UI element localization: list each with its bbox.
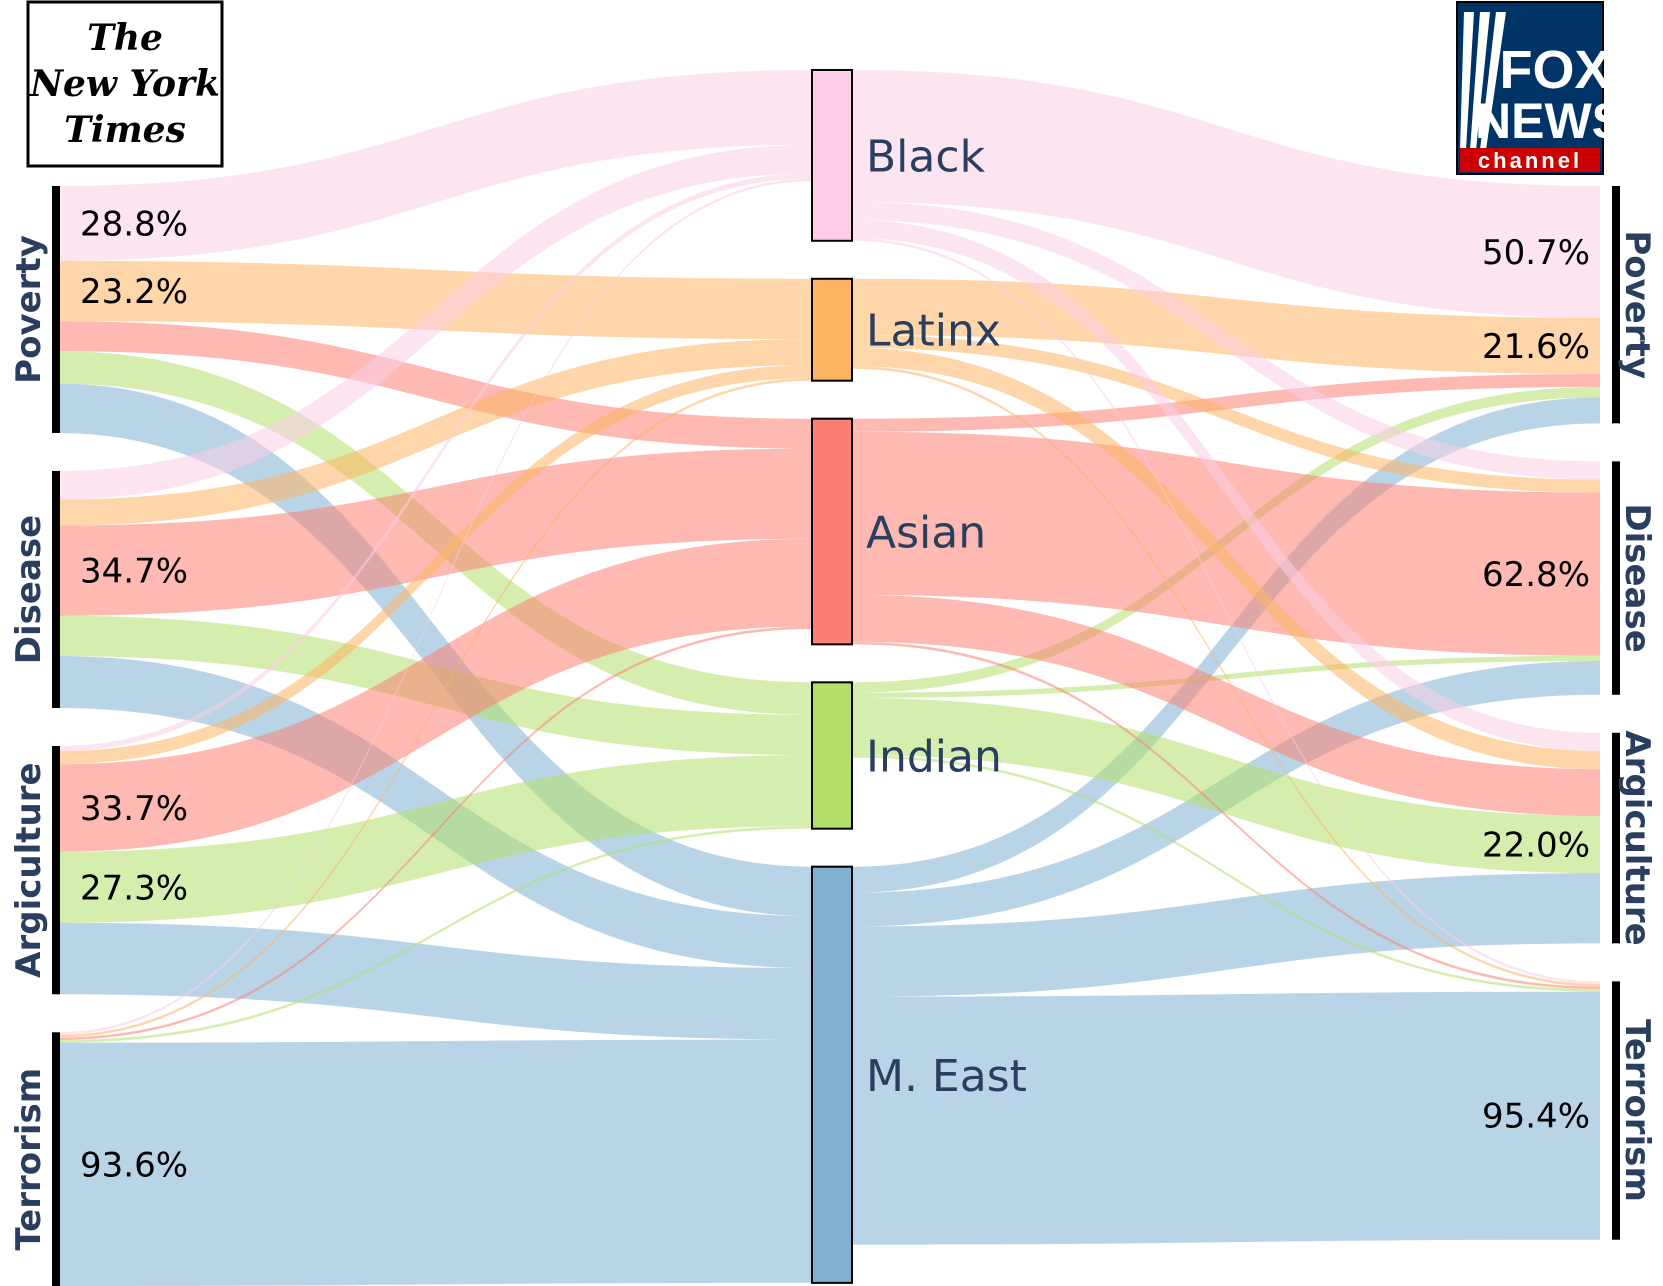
right-topic-label-argiculture: Argiculture xyxy=(1617,730,1657,945)
fox-stripe xyxy=(1460,12,1474,150)
left-pct-disease-asian: 34.7% xyxy=(80,552,188,592)
left-bar-poverty xyxy=(52,186,60,433)
right-pct-poverty-latinx: 21.6% xyxy=(1482,327,1590,367)
left-bar-terrorism xyxy=(52,1032,60,1286)
node-asian xyxy=(811,417,853,646)
topic-bars xyxy=(52,186,1620,1286)
link-left-terrorism-asian xyxy=(57,626,812,1041)
right-pct-poverty-black: 50.7% xyxy=(1482,233,1590,273)
right-links xyxy=(852,70,1600,1245)
link-left-argiculture-latinx xyxy=(57,365,812,765)
node-label-asian: Asian xyxy=(866,508,986,559)
node-label-indian: Indian xyxy=(866,732,1002,783)
link-left-disease-asian xyxy=(57,448,812,616)
link-right-terrorism-latinx xyxy=(852,366,1600,987)
link-right-poverty-m-east xyxy=(852,397,1600,893)
fox-logo: FOX NEWS channel xyxy=(1456,1,1625,175)
left-pct-poverty-latinx: 23.2% xyxy=(80,272,188,312)
group-nodes xyxy=(811,69,853,1284)
fox-stripe xyxy=(1480,12,1506,150)
node-m-east xyxy=(811,865,853,1284)
link-right-argiculture-black xyxy=(852,219,1600,751)
nyt-logo: The New York Times xyxy=(26,0,224,168)
right-bar-disease xyxy=(1612,461,1620,695)
left-topic-label-disease: Disease xyxy=(9,515,49,664)
link-right-disease-latinx xyxy=(852,334,1600,493)
left-pct-terrorism-m-east: 93.6% xyxy=(80,1145,188,1185)
link-left-terrorism-m-east xyxy=(57,1039,812,1286)
right-topic-label-disease: Disease xyxy=(1617,503,1657,652)
link-left-terrorism-latinx xyxy=(57,378,812,1038)
left-pct-argiculture-asian: 33.7% xyxy=(80,789,188,829)
nyt-logo-line2: New York xyxy=(29,63,220,105)
node-black xyxy=(811,69,853,242)
right-bar-terrorism xyxy=(1612,981,1620,1240)
fox-logo-line2: NEWS xyxy=(1475,93,1625,149)
link-right-poverty-asian xyxy=(852,373,1600,432)
link-left-argiculture-indian xyxy=(57,755,812,923)
link-left-argiculture-black xyxy=(57,173,812,752)
nyt-logo-line1: The xyxy=(87,17,163,59)
fox-logo-line1: FOX xyxy=(1499,40,1610,100)
link-left-disease-black xyxy=(57,144,812,500)
fox-logo-line3: channel xyxy=(1478,148,1582,173)
left-pct-poverty-black: 28.8% xyxy=(80,204,188,244)
right-bar-poverty xyxy=(1612,186,1620,424)
link-left-terrorism-indian xyxy=(57,826,812,1043)
left-bar-argiculture xyxy=(52,746,60,995)
link-right-disease-asian xyxy=(852,431,1600,656)
link-left-argiculture-m-east xyxy=(57,922,812,1040)
left-topic-label-argiculture: Argiculture xyxy=(9,762,49,977)
left-topic-label-terrorism: Terrorism xyxy=(9,1068,49,1251)
link-right-argiculture-indian xyxy=(852,697,1600,874)
right-topic-label-poverty: Poverty xyxy=(1617,230,1657,379)
right-pct-disease-asian: 62.8% xyxy=(1482,555,1590,595)
node-label-latinx: Latinx xyxy=(866,306,1001,357)
link-right-terrorism-black xyxy=(852,238,1600,984)
node-latinx xyxy=(811,277,853,382)
left-links xyxy=(57,70,812,1286)
link-left-disease-latinx xyxy=(57,339,812,526)
left-pct-argiculture-indian: 27.3% xyxy=(80,868,188,908)
link-right-argiculture-asian xyxy=(852,594,1600,816)
link-right-argiculture-latinx xyxy=(852,347,1600,770)
link-left-poverty-black xyxy=(57,70,812,261)
link-right-poverty-black xyxy=(852,70,1600,318)
chart-labels: Black Latinx Asian Indian M. East Poverty Pove… xyxy=(9,131,1657,1250)
right-pct-terrorism-m-east: 95.4% xyxy=(1482,1097,1590,1137)
right-topic-label-terrorism: Terrorism xyxy=(1617,1019,1657,1202)
link-left-terrorism-black xyxy=(57,178,812,1035)
link-left-poverty-m-east xyxy=(57,383,812,917)
node-label-black: Black xyxy=(866,131,986,182)
left-topic-label-poverty: Poverty xyxy=(9,235,49,384)
link-right-poverty-latinx xyxy=(852,278,1600,374)
right-pct-argiculture-indian: 22.0% xyxy=(1482,826,1590,866)
link-left-poverty-latinx xyxy=(57,260,812,340)
node-label-m-east: M. East xyxy=(866,1051,1027,1102)
link-left-argiculture-asian xyxy=(57,538,812,852)
link-right-terrorism-asian xyxy=(852,641,1600,990)
node-indian xyxy=(811,681,853,830)
right-bar-argiculture xyxy=(1612,732,1620,944)
left-bar-disease xyxy=(52,470,60,709)
link-right-terrorism-m-east xyxy=(852,991,1600,1245)
link-right-terrorism-indian xyxy=(852,755,1600,992)
nyt-logo-line3: Times xyxy=(64,109,186,151)
link-right-disease-black xyxy=(852,201,1600,480)
fox-stripe xyxy=(1470,12,1490,150)
